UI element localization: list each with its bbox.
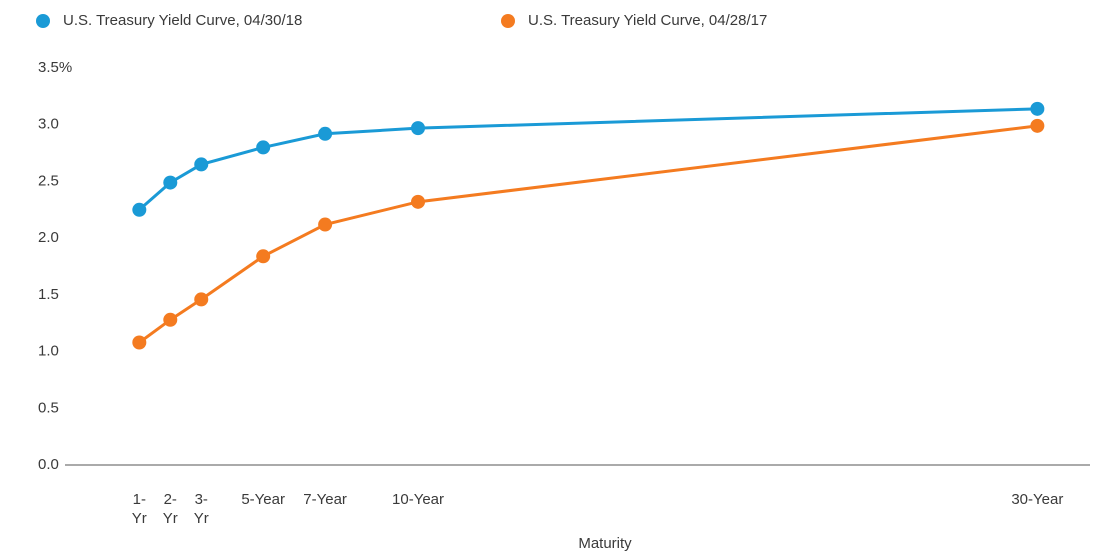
series-line	[138, 107, 1038, 211]
series-line	[138, 124, 1038, 344]
data-point	[411, 194, 426, 209]
legend-marker	[501, 14, 515, 28]
y-tick-label: 2.5	[38, 172, 59, 189]
data-point	[132, 335, 147, 350]
data-point	[1030, 101, 1045, 116]
y-tick-label: 0.0	[38, 456, 59, 473]
data-point	[194, 157, 209, 172]
y-tick-label: 2.0	[38, 229, 59, 246]
data-point	[163, 312, 178, 327]
y-tick-label: 3.0	[38, 116, 59, 133]
x-tick-label: 3-Yr	[193, 491, 209, 527]
y-tick-label: 1.0	[38, 343, 59, 360]
legend-marker	[36, 14, 50, 28]
data-point	[318, 217, 333, 232]
data-point	[256, 249, 271, 264]
data-point	[411, 121, 426, 136]
data-point	[194, 292, 209, 307]
x-tick-label: 10-Year	[392, 491, 445, 508]
legend-label: U.S. Treasury Yield Curve, 04/28/17	[528, 12, 767, 29]
legend-label: U.S. Treasury Yield Curve, 04/30/18	[63, 12, 302, 29]
x-tick-label: 2-Yr	[162, 491, 178, 527]
y-tick-label: 3.5%	[38, 59, 72, 76]
y-tick-label: 1.5	[38, 286, 59, 303]
data-point	[256, 140, 271, 155]
x-axis-label: Maturity	[578, 535, 632, 552]
x-tick-label: 30-Year	[1011, 491, 1064, 508]
data-point	[318, 126, 333, 141]
x-tick-label: 7-Year	[303, 491, 347, 508]
x-tick-label: 5-Year	[241, 491, 285, 508]
data-point	[1030, 118, 1045, 133]
x-tick-label: 1-Yr	[131, 491, 147, 527]
data-point	[132, 202, 147, 217]
y-tick-label: 0.5	[38, 399, 59, 416]
data-point	[163, 175, 178, 190]
